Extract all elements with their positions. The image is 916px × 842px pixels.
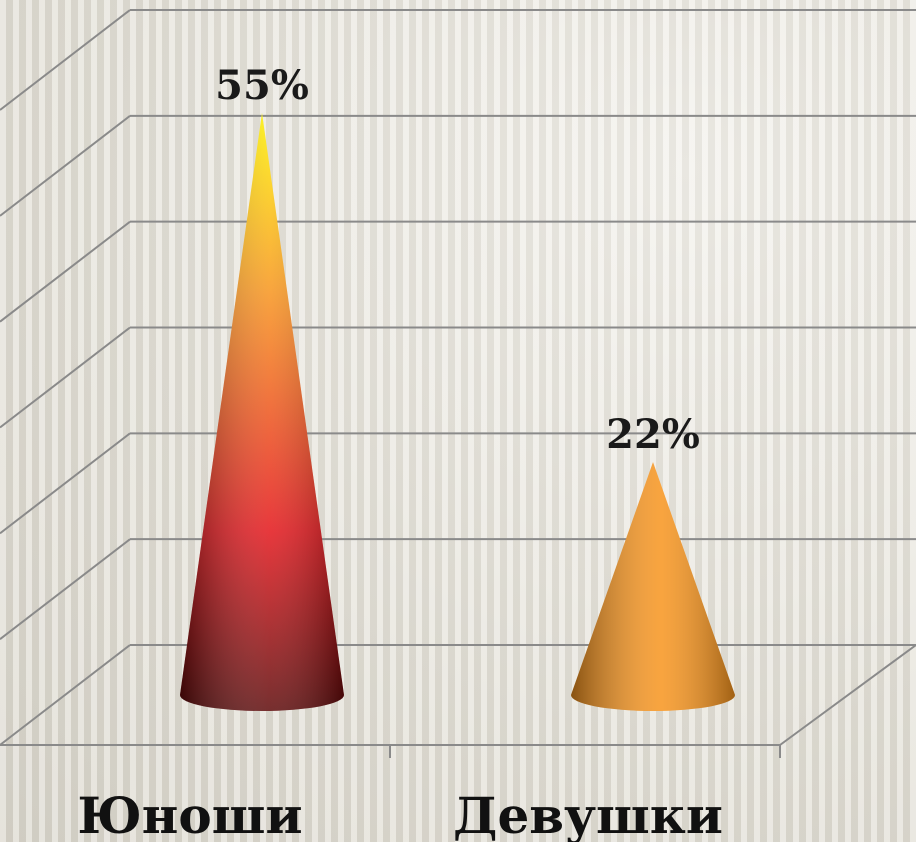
marks: 55% 22% — [180, 62, 735, 711]
grid-line-side — [0, 326, 131, 429]
x-tick-label: Девушки — [453, 786, 723, 842]
cone-shade — [571, 462, 735, 711]
floor-side — [779, 644, 916, 746]
grid-line-side — [0, 432, 131, 535]
value-label: 55% — [215, 62, 309, 109]
grid-line-side — [0, 220, 131, 323]
grid-line-side — [0, 9, 131, 111]
x-tick-label: Юноши — [77, 786, 302, 842]
grid-line-side — [0, 115, 131, 217]
grid — [0, 9, 916, 746]
grid-line-side — [0, 644, 131, 746]
cone-shade — [180, 112, 344, 711]
value-label: 22% — [606, 411, 700, 458]
grid-line-side — [0, 538, 131, 640]
